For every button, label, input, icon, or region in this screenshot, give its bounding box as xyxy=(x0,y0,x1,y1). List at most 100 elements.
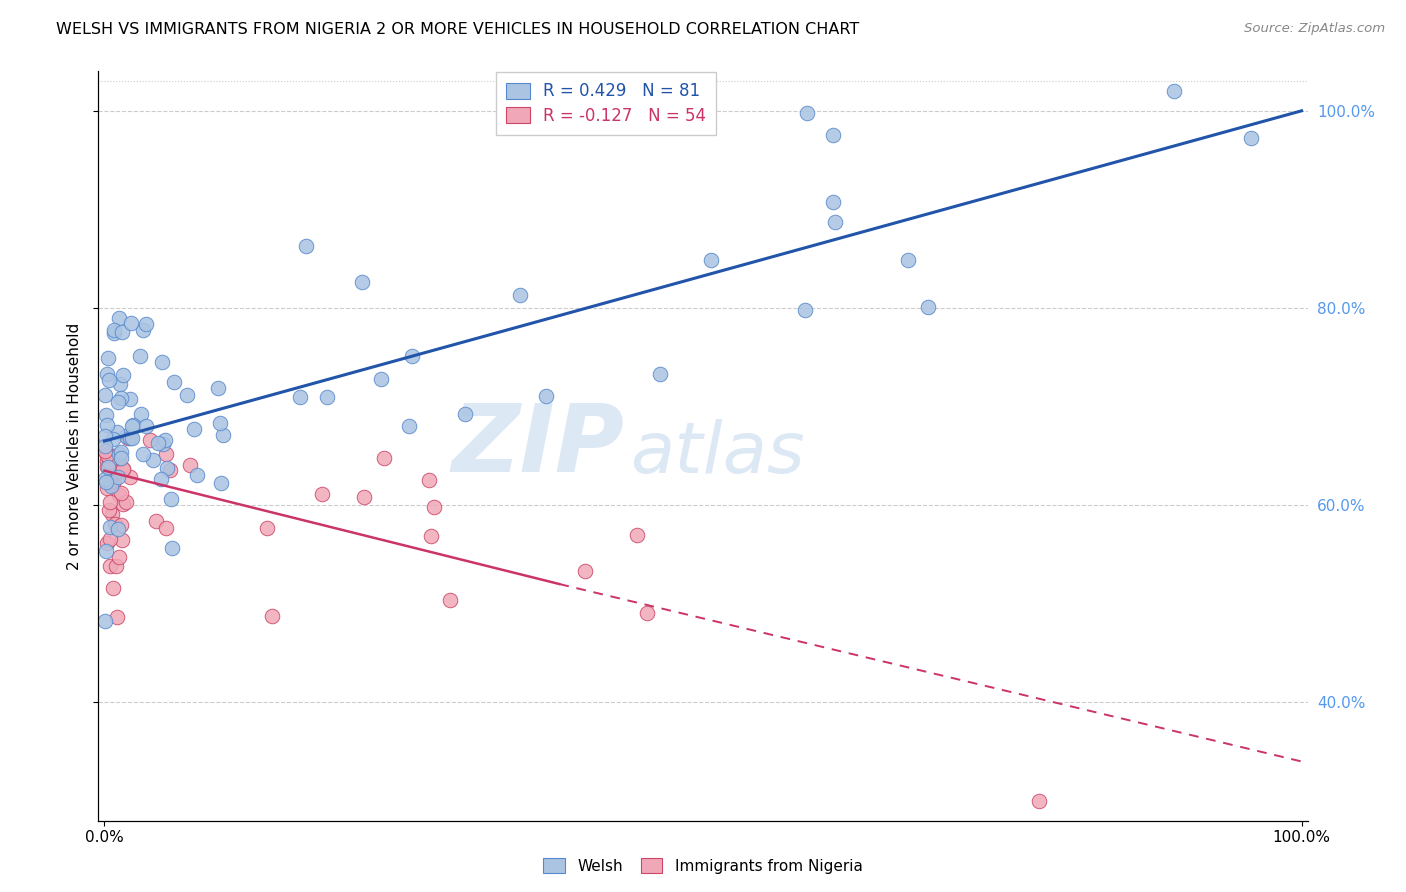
Point xyxy=(97,373,120,387)
Point xyxy=(110,451,132,466)
Point xyxy=(98,533,121,547)
Point xyxy=(401,349,423,363)
Point xyxy=(142,452,165,467)
Point xyxy=(98,475,121,489)
Point xyxy=(110,391,132,405)
Point xyxy=(897,253,920,268)
Point xyxy=(155,433,177,447)
Point xyxy=(420,529,443,543)
Point xyxy=(208,416,231,430)
Point xyxy=(311,487,333,501)
Point xyxy=(107,522,129,536)
Point xyxy=(423,500,446,514)
Point xyxy=(112,368,135,382)
Text: Source: ZipAtlas.com: Source: ZipAtlas.com xyxy=(1244,22,1385,36)
Point xyxy=(96,418,118,433)
Point xyxy=(103,323,125,337)
Point xyxy=(439,592,461,607)
Text: ZIP: ZIP xyxy=(451,400,624,492)
Point xyxy=(209,476,232,491)
Point xyxy=(150,472,173,486)
Point xyxy=(108,487,131,501)
Point xyxy=(131,323,153,337)
Point xyxy=(108,447,131,461)
Point xyxy=(94,429,117,443)
Point xyxy=(574,564,596,578)
Point xyxy=(114,428,136,442)
Point xyxy=(129,407,152,421)
Point xyxy=(94,543,117,558)
Point xyxy=(145,514,167,528)
Point xyxy=(262,609,284,624)
Point xyxy=(96,536,118,550)
Point xyxy=(101,432,124,446)
Point xyxy=(636,606,658,620)
Point xyxy=(350,275,373,289)
Point xyxy=(212,428,235,442)
Point xyxy=(155,447,177,461)
Point xyxy=(150,355,173,369)
Point xyxy=(96,448,118,462)
Point xyxy=(138,433,160,447)
Point xyxy=(103,326,125,340)
Point xyxy=(104,517,127,532)
Point xyxy=(111,533,134,548)
Point xyxy=(120,316,142,330)
Point xyxy=(96,367,118,381)
Point xyxy=(118,470,141,484)
Point xyxy=(132,447,155,461)
Point xyxy=(823,128,845,142)
Legend: Welsh, Immigrants from Nigeria: Welsh, Immigrants from Nigeria xyxy=(537,852,869,880)
Point xyxy=(398,418,420,433)
Point xyxy=(107,311,129,326)
Point xyxy=(186,467,208,482)
Point xyxy=(100,469,122,483)
Point xyxy=(115,494,138,508)
Point xyxy=(508,287,530,301)
Point xyxy=(110,486,132,500)
Point xyxy=(100,479,122,493)
Point xyxy=(97,447,120,461)
Point xyxy=(105,610,128,624)
Point xyxy=(156,460,179,475)
Point xyxy=(101,478,124,492)
Point xyxy=(97,503,120,517)
Point xyxy=(917,300,939,314)
Point xyxy=(418,473,440,487)
Point xyxy=(152,436,174,450)
Point xyxy=(96,481,118,495)
Point xyxy=(103,476,125,491)
Point xyxy=(534,389,557,403)
Point xyxy=(700,253,723,268)
Point xyxy=(111,325,134,339)
Point xyxy=(373,450,395,465)
Point xyxy=(121,430,143,444)
Point xyxy=(163,375,186,389)
Point xyxy=(176,388,198,402)
Point xyxy=(256,521,278,535)
Point xyxy=(824,215,846,229)
Point xyxy=(93,439,115,453)
Point xyxy=(179,458,201,472)
Point xyxy=(160,541,183,555)
Point xyxy=(107,425,129,439)
Point xyxy=(159,463,181,477)
Point xyxy=(135,318,157,332)
Point xyxy=(353,490,375,504)
Point xyxy=(105,559,128,574)
Point xyxy=(101,508,124,522)
Point xyxy=(94,408,117,422)
Point xyxy=(98,559,121,574)
Point xyxy=(96,454,118,468)
Point xyxy=(108,376,131,391)
Point xyxy=(111,462,134,476)
Point xyxy=(648,367,671,381)
Point xyxy=(111,462,134,476)
Point xyxy=(295,239,318,253)
Point xyxy=(155,521,177,535)
Text: atlas: atlas xyxy=(630,419,806,488)
Point xyxy=(96,459,118,474)
Point xyxy=(160,492,183,507)
Point xyxy=(94,615,117,629)
Point xyxy=(823,194,845,209)
